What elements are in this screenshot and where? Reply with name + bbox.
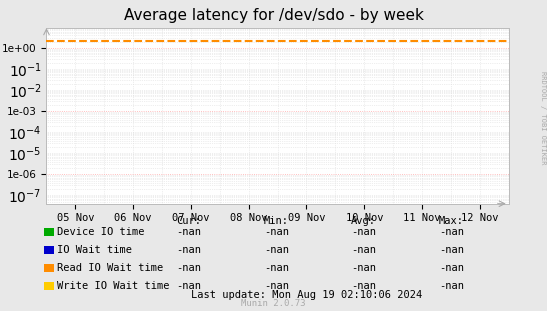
Text: Read IO Wait time: Read IO Wait time: [57, 263, 164, 273]
Text: -nan: -nan: [264, 245, 289, 255]
Text: Write IO Wait time: Write IO Wait time: [57, 281, 170, 291]
Text: RRDTOOL / TOBI OETIKER: RRDTOOL / TOBI OETIKER: [540, 72, 546, 165]
Text: Munin 2.0.73: Munin 2.0.73: [241, 299, 306, 308]
Text: -nan: -nan: [351, 281, 376, 291]
Text: -nan: -nan: [439, 227, 464, 237]
Text: -nan: -nan: [439, 281, 464, 291]
Text: Device IO time: Device IO time: [57, 227, 145, 237]
Text: -nan: -nan: [351, 263, 376, 273]
Text: -nan: -nan: [351, 227, 376, 237]
Text: -nan: -nan: [176, 245, 201, 255]
Text: -nan: -nan: [176, 281, 201, 291]
Text: -nan: -nan: [351, 245, 376, 255]
Text: Cur:: Cur:: [176, 216, 201, 226]
Text: -nan: -nan: [176, 227, 201, 237]
Text: IO Wait time: IO Wait time: [57, 245, 132, 255]
Text: Min:: Min:: [264, 216, 289, 226]
Text: -nan: -nan: [439, 245, 464, 255]
Text: Last update: Mon Aug 19 02:10:06 2024: Last update: Mon Aug 19 02:10:06 2024: [191, 290, 422, 300]
Text: -nan: -nan: [264, 281, 289, 291]
Text: -nan: -nan: [264, 263, 289, 273]
Text: -nan: -nan: [176, 263, 201, 273]
Text: Max:: Max:: [439, 216, 464, 226]
Text: Average latency for /dev/sdo - by week: Average latency for /dev/sdo - by week: [124, 8, 423, 23]
Text: Avg:: Avg:: [351, 216, 376, 226]
Text: -nan: -nan: [264, 227, 289, 237]
Text: -nan: -nan: [439, 263, 464, 273]
